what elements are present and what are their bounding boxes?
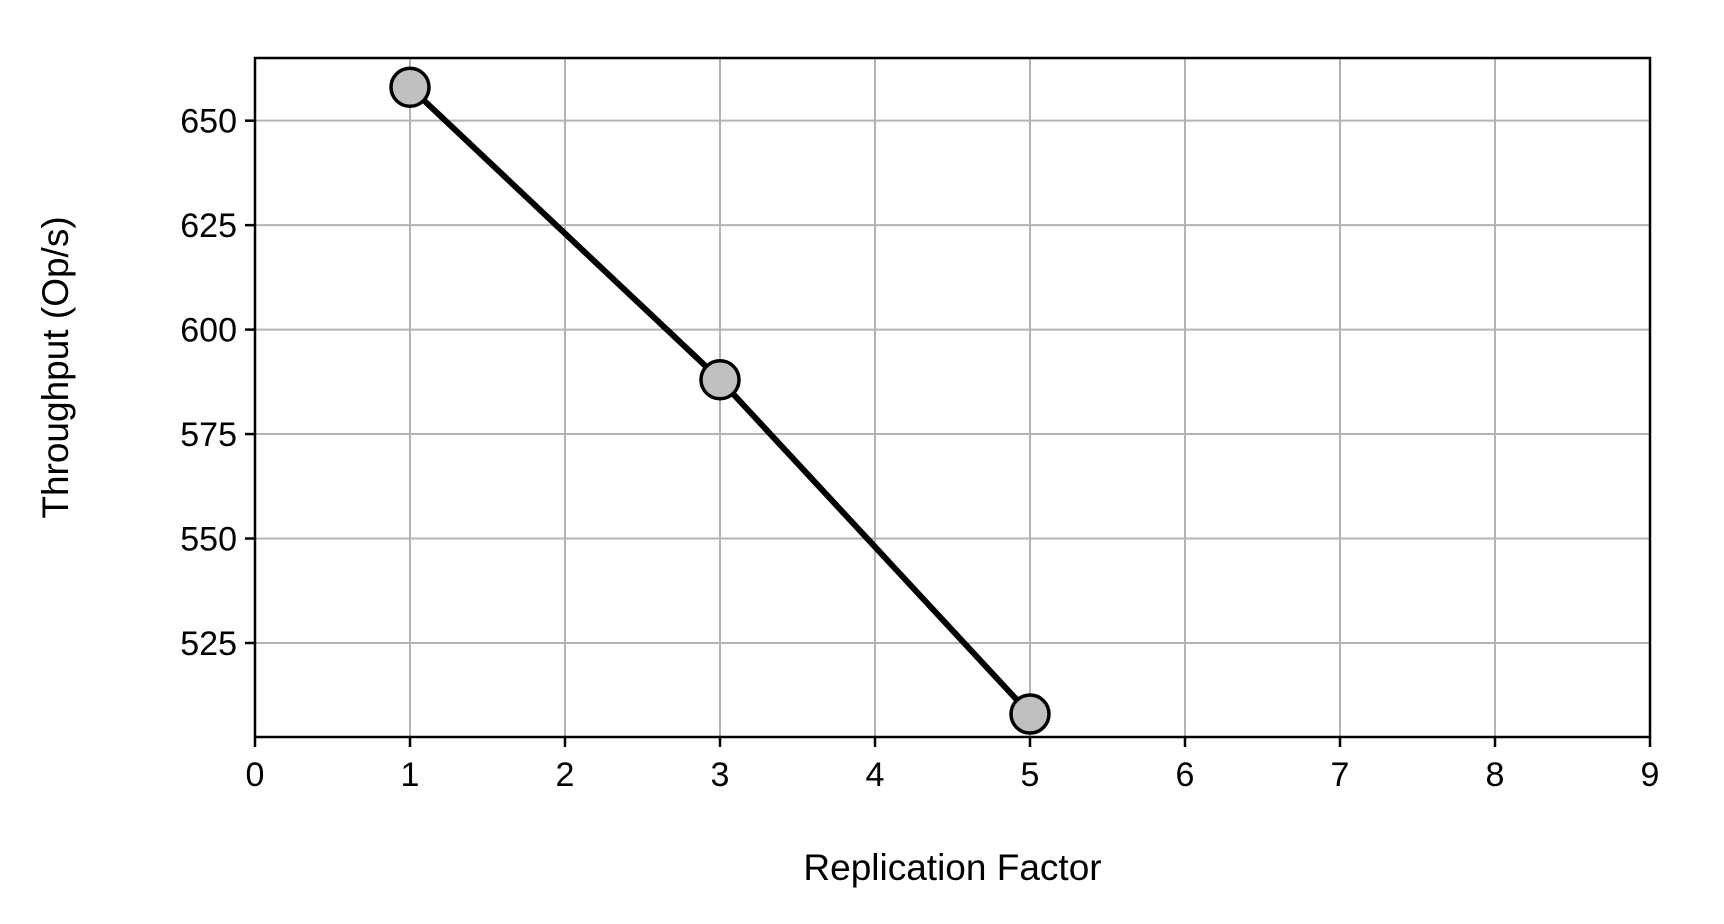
- plot-area-frame: [253, 56, 1652, 739]
- y-axis-label: Throughput (Op/s): [35, 216, 76, 518]
- x-tick-label-1: 1: [401, 756, 420, 794]
- x-tick-label-2: 2: [556, 756, 575, 794]
- y-tick-label-1: 550: [180, 521, 237, 559]
- x-tick-label-5: 5: [1021, 756, 1040, 794]
- x-tick-label-8: 8: [1486, 756, 1505, 794]
- x-tick-label-9: 9: [1641, 756, 1660, 794]
- x-axis-label: Replication Factor: [803, 847, 1101, 888]
- axis-ticks: 0 1 2 3 4 5 6 7 8 9 525 550 575 600 625 650: [180, 103, 1659, 794]
- series-0-point-2: [1009, 693, 1051, 735]
- x-tick-label-3: 3: [711, 756, 730, 794]
- x-tick-label-0: 0: [246, 756, 265, 794]
- y-tick-label-4: 625: [180, 207, 237, 245]
- x-tick-label-4: 4: [866, 756, 885, 794]
- series-layer: [389, 66, 1051, 735]
- series-0-point-1: [699, 358, 741, 401]
- y-tick-label-3: 600: [180, 312, 237, 350]
- series-0-point-0: [389, 66, 431, 108]
- y-tick-label-2: 575: [180, 416, 237, 454]
- x-tick-label-7: 7: [1331, 756, 1350, 794]
- y-tick-label-5: 650: [180, 103, 237, 141]
- x-tick-label-6: 6: [1176, 756, 1195, 794]
- y-tick-label-0: 525: [180, 625, 237, 663]
